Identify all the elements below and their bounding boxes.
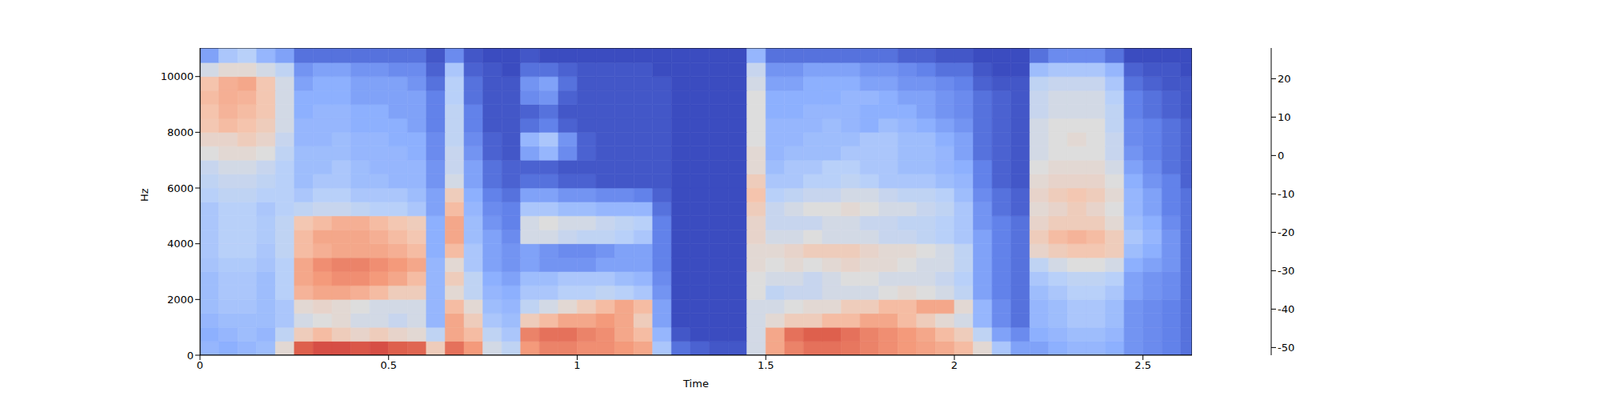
svg-text:0.5: 0.5: [380, 359, 397, 372]
svg-text:10000: 10000: [160, 70, 194, 83]
svg-text:-30: -30: [1277, 264, 1295, 277]
svg-text:20: 20: [1277, 72, 1292, 85]
svg-text:1.5: 1.5: [757, 359, 775, 372]
svg-text:2: 2: [951, 359, 958, 372]
svg-text:Time: Time: [682, 377, 709, 390]
svg-text:10: 10: [1277, 111, 1292, 124]
svg-text:8000: 8000: [167, 126, 194, 139]
svg-text:6000: 6000: [167, 182, 194, 195]
svg-text:0: 0: [1277, 149, 1284, 162]
svg-text:2.5: 2.5: [1134, 359, 1152, 372]
svg-text:-10: -10: [1277, 188, 1295, 200]
svg-text:0: 0: [196, 359, 204, 372]
svg-text:0: 0: [187, 349, 194, 362]
svg-text:2000: 2000: [167, 293, 194, 306]
svg-text:Hz: Hz: [138, 188, 151, 202]
svg-text:-40: -40: [1277, 303, 1295, 316]
svg-text:-20: -20: [1277, 226, 1295, 239]
svg-text:1: 1: [573, 359, 580, 372]
svg-text:4000: 4000: [167, 237, 194, 250]
svg-text:-50: -50: [1277, 341, 1295, 354]
